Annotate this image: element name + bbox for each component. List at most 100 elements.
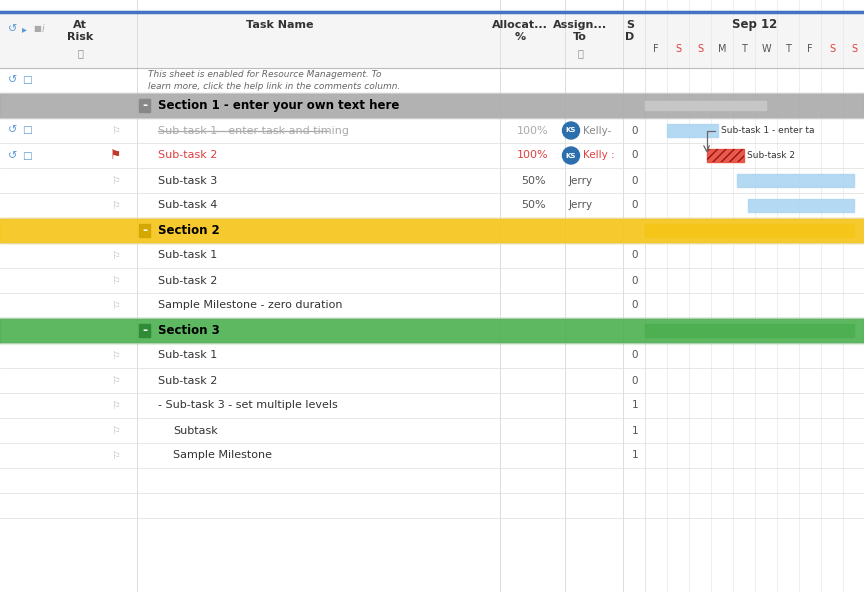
Text: Jerry: Jerry (569, 201, 593, 211)
Bar (0, 218, 864, 243)
Bar (0, 468, 864, 493)
Text: W: W (761, 44, 771, 54)
Text: KS: KS (566, 153, 576, 159)
Text: ⚑: ⚑ (111, 149, 122, 162)
Bar (737, 173, 854, 188)
Text: ■: ■ (33, 24, 41, 34)
Text: Sub-task 2: Sub-task 2 (158, 150, 218, 160)
Text: To: To (573, 32, 587, 42)
Text: Sub-task 3: Sub-task 3 (158, 175, 217, 185)
Text: 0: 0 (632, 275, 638, 285)
Text: ↺: ↺ (8, 126, 17, 136)
Text: F: F (653, 44, 659, 54)
Text: 100%: 100% (518, 126, 549, 136)
Text: ⚐: ⚐ (111, 350, 120, 361)
Text: Sub-task 2: Sub-task 2 (158, 275, 218, 285)
Text: ↺: ↺ (8, 76, 17, 85)
Text: Sub-task 4: Sub-task 4 (158, 201, 218, 211)
Text: Kelly-: Kelly- (583, 126, 612, 136)
Text: 1: 1 (632, 401, 638, 410)
Text: Sub-task 1 - enter task and timing: Sub-task 1 - enter task and timing (158, 126, 349, 136)
Text: Section 2: Section 2 (158, 224, 219, 237)
Bar (0, 443, 864, 468)
Text: Section 3: Section 3 (158, 324, 219, 337)
Text: -: - (142, 224, 147, 237)
Text: ⚐: ⚐ (111, 275, 120, 285)
Text: 0: 0 (632, 150, 638, 160)
Text: S: S (626, 20, 634, 30)
Bar (0, 418, 864, 443)
Text: 50%: 50% (521, 175, 545, 185)
Text: ⚐: ⚐ (111, 401, 120, 410)
Text: Sub-task 2: Sub-task 2 (158, 375, 218, 385)
Text: ↺: ↺ (8, 150, 17, 160)
Text: F: F (807, 44, 813, 54)
Text: ⚐: ⚐ (111, 301, 120, 310)
Text: %: % (514, 32, 525, 42)
Text: ⓘ: ⓘ (77, 48, 83, 58)
Bar (139, 324, 150, 337)
Text: D: D (626, 32, 635, 42)
Text: Sub-task 1: Sub-task 1 (158, 350, 217, 361)
Bar (0, 393, 864, 418)
Bar (0, 318, 864, 343)
Text: 0: 0 (632, 301, 638, 310)
Bar (0, 68, 864, 93)
Text: -: - (142, 324, 147, 337)
Text: S: S (675, 44, 681, 54)
Text: S: S (697, 44, 703, 54)
Bar (645, 224, 854, 237)
Text: Subtask: Subtask (173, 426, 218, 436)
Text: Kelly :: Kelly : (583, 150, 614, 160)
Text: ↺: ↺ (8, 24, 17, 34)
Text: 1: 1 (632, 426, 638, 436)
Bar (139, 99, 150, 112)
Bar (0, 193, 864, 218)
Bar (0, 143, 864, 168)
Bar (707, 149, 744, 162)
Text: T: T (785, 44, 791, 54)
Text: This sheet is enabled for Resource Management. To
learn more, click the help lin: This sheet is enabled for Resource Manag… (148, 70, 400, 91)
Text: 0: 0 (632, 126, 638, 136)
Text: Sample Milestone: Sample Milestone (173, 451, 272, 461)
Text: i: i (42, 24, 45, 34)
Text: Sample Milestone - zero duration: Sample Milestone - zero duration (158, 301, 342, 310)
Bar (0, 93, 864, 118)
Text: T: T (741, 44, 747, 54)
Text: □: □ (22, 126, 32, 136)
Circle shape (562, 122, 580, 139)
Text: 0: 0 (632, 350, 638, 361)
Text: Sep 12: Sep 12 (733, 18, 778, 31)
Text: ⓘ: ⓘ (577, 48, 583, 58)
Text: ⚐: ⚐ (111, 375, 120, 385)
Text: 50%: 50% (521, 201, 545, 211)
Text: Jerry: Jerry (569, 175, 593, 185)
Text: ⚐: ⚐ (111, 201, 120, 211)
Bar (0, 243, 864, 268)
Text: 0: 0 (632, 175, 638, 185)
Text: 100%: 100% (518, 150, 549, 160)
Circle shape (562, 147, 580, 164)
Text: KS: KS (566, 127, 576, 134)
Text: Assign...: Assign... (553, 20, 607, 30)
Text: Sub-task 2: Sub-task 2 (747, 151, 795, 160)
Bar (0, 493, 864, 518)
Text: S: S (851, 44, 857, 54)
Text: Risk: Risk (67, 32, 93, 42)
Text: M: M (718, 44, 727, 54)
Text: At: At (73, 20, 87, 30)
Bar (0, 318, 864, 343)
Text: ⚐: ⚐ (111, 175, 120, 185)
Bar (0, 10, 864, 68)
Text: Sub-task 1: Sub-task 1 (158, 250, 217, 260)
Bar (0, 343, 864, 368)
Text: □: □ (22, 76, 32, 85)
Bar (667, 124, 718, 137)
Bar (0, 268, 864, 293)
Bar (0, 118, 864, 143)
Text: - Sub-task 3 - set multiple levels: - Sub-task 3 - set multiple levels (158, 401, 338, 410)
Text: ⚐: ⚐ (111, 126, 120, 136)
Text: ▸: ▸ (22, 24, 27, 34)
Bar (645, 324, 854, 337)
Text: ⚐: ⚐ (111, 426, 120, 436)
